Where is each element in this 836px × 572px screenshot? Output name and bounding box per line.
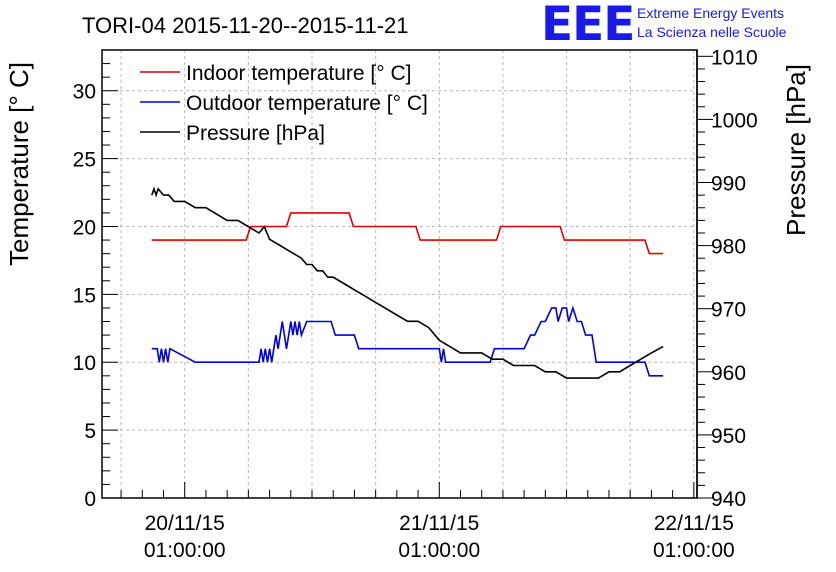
grid: [102, 50, 697, 498]
logo-eee: EEE: [541, 0, 634, 52]
series-line-2: [151, 186, 664, 379]
x-tick-time: 01:00:00: [144, 539, 226, 562]
right-tick-label: 950: [711, 425, 746, 448]
right-tick-label: 990: [711, 173, 746, 196]
x-tick-date: 22/11/15: [654, 512, 734, 535]
left-tick-label: 15: [73, 284, 96, 307]
right-tick-label: 1000: [711, 109, 758, 132]
legend: Indoor temperature [° C] Outdoor temperat…: [140, 62, 428, 145]
right-tick-label: 960: [711, 362, 746, 385]
right-tick-label: 970: [711, 299, 746, 322]
right-tick-label: 980: [711, 236, 746, 259]
left-tick-label: 20: [73, 216, 96, 239]
legend-label-0: Indoor temperature [° C]: [186, 62, 412, 85]
left-tick-label: 25: [73, 149, 96, 172]
x-axis: 20/11/15 01:00:00 21/11/15 01:00:00 22/11/15…: [120, 482, 735, 562]
right-axis-title: Pressure [hPa]: [781, 64, 811, 236]
eee-logo: EEE Extreme Energy Events La Scienza nel…: [541, 0, 787, 52]
series-line-0: [151, 212, 664, 255]
left-tick-label: 5: [84, 420, 96, 443]
left-tick-label: 0: [84, 488, 96, 511]
right-tick-label: 1010: [711, 46, 758, 69]
legend-label-2: Pressure [hPa]: [186, 122, 325, 145]
left-tick-label: 10: [73, 352, 96, 375]
left-axis-title: Temperature [° C]: [4, 62, 34, 266]
x-tick-time: 01:00:00: [653, 539, 735, 562]
legend-label-1: Outdoor temperature [° C]: [186, 92, 428, 115]
chart-title: TORI-04 2015-11-20--2015-11-21: [82, 13, 409, 38]
x-tick-time: 01:00:00: [398, 539, 480, 562]
series-line-1: [151, 305, 664, 377]
left-axis: 0 5 10 15 20 25 30: [73, 49, 118, 511]
right-tick-label: 940: [711, 488, 746, 511]
left-tick-label: 30: [73, 81, 96, 104]
series-layer: [151, 186, 664, 379]
logo-line1: Extreme Energy Events: [637, 5, 784, 21]
right-axis: 940 950 960 970 980 990 1000 1010: [696, 46, 758, 511]
x-tick-date: 21/11/15: [399, 512, 479, 535]
x-tick-date: 20/11/15: [145, 512, 225, 535]
logo-line2: La Scienza nelle Scuole: [637, 24, 787, 40]
